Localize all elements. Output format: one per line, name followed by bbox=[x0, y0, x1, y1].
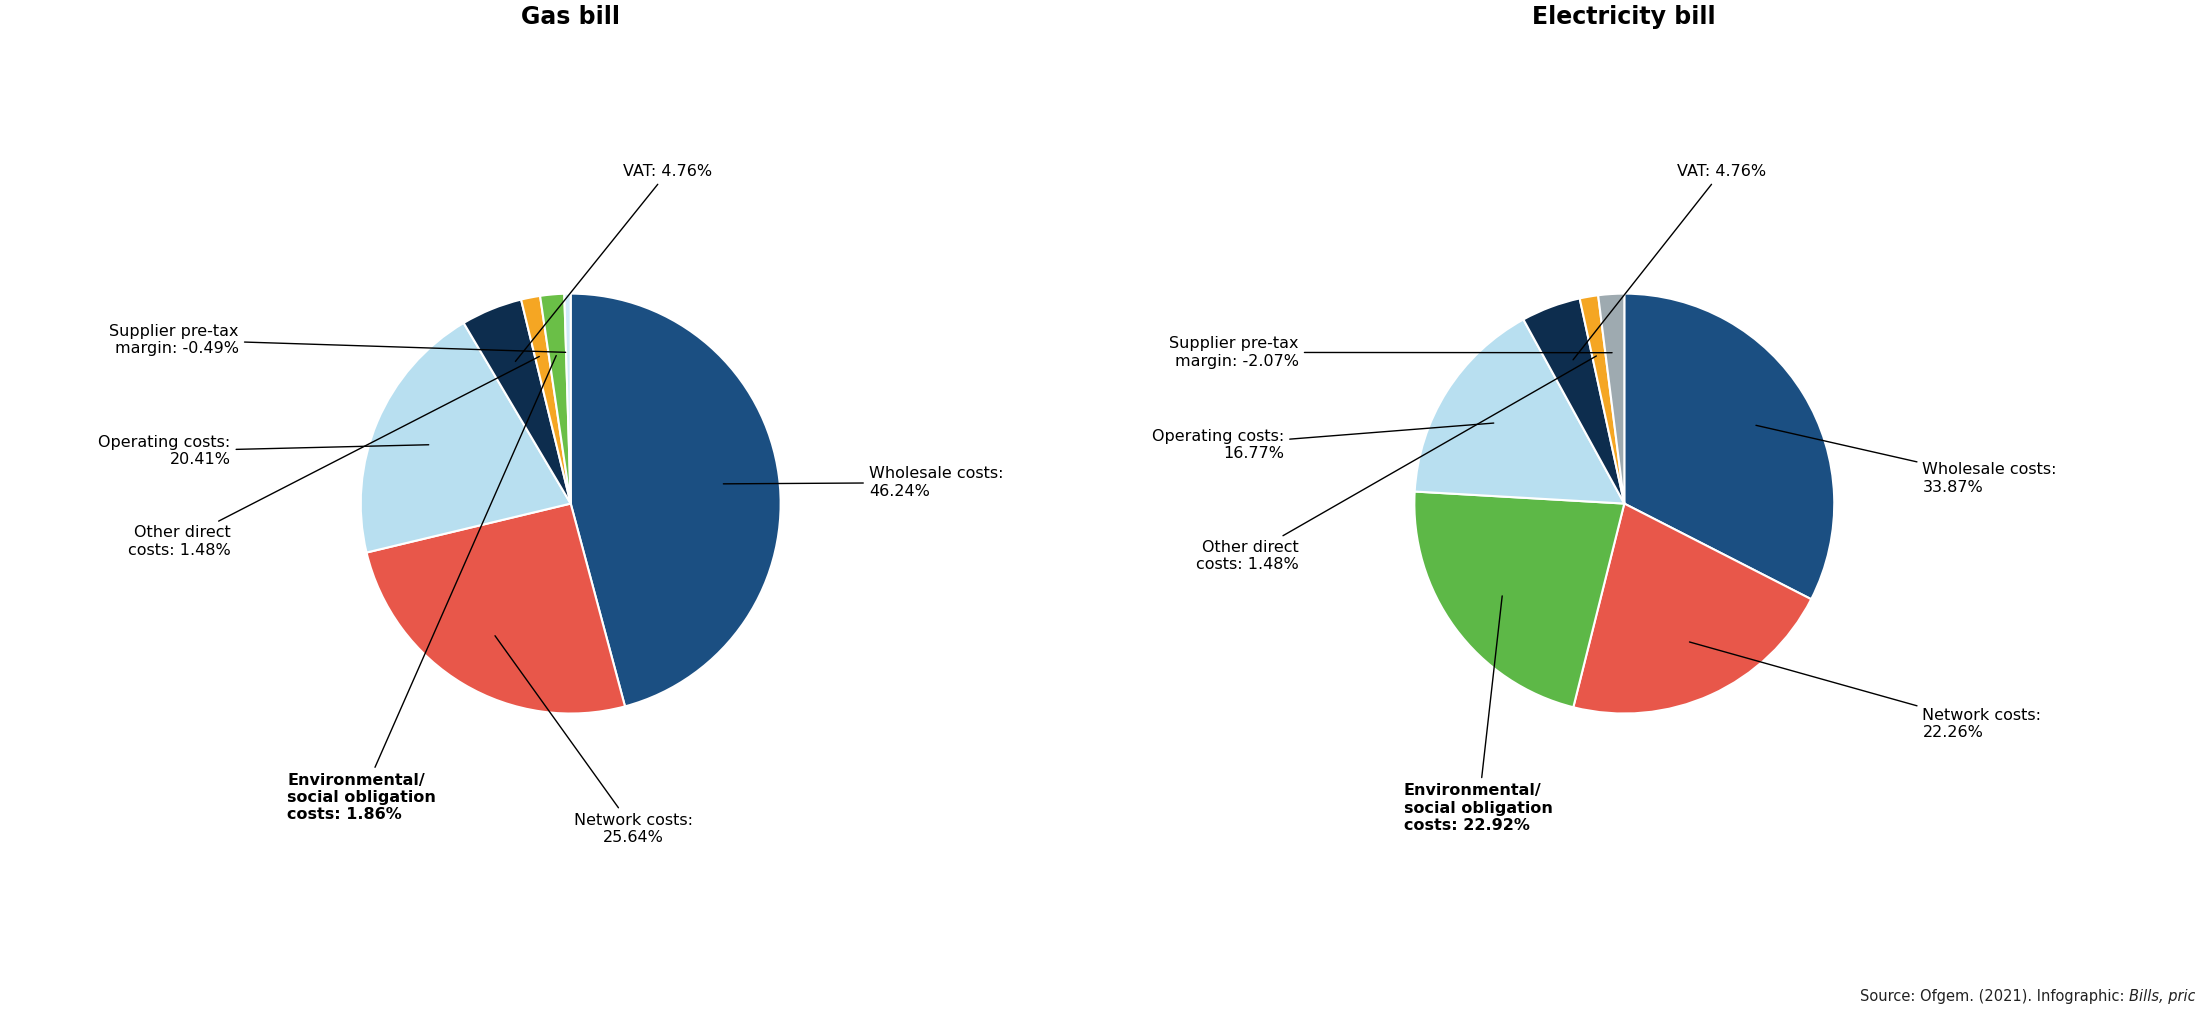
Title: Electricity bill: Electricity bill bbox=[1532, 5, 1716, 29]
Text: Bills, prices and profits.: Bills, prices and profits. bbox=[2129, 989, 2195, 1004]
Text: Wholesale costs:
46.24%: Wholesale costs: 46.24% bbox=[724, 467, 1003, 498]
Wedge shape bbox=[1598, 294, 1624, 503]
Wedge shape bbox=[520, 296, 571, 503]
Wedge shape bbox=[1523, 298, 1624, 503]
Wedge shape bbox=[1580, 295, 1624, 503]
Text: Other direct
costs: 1.48%: Other direct costs: 1.48% bbox=[127, 357, 540, 557]
Text: Supplier pre-tax
margin: -0.49%: Supplier pre-tax margin: -0.49% bbox=[110, 323, 566, 356]
Text: Operating costs:
20.41%: Operating costs: 20.41% bbox=[99, 435, 428, 467]
Wedge shape bbox=[540, 294, 571, 503]
Wedge shape bbox=[564, 294, 571, 503]
Wedge shape bbox=[367, 503, 626, 714]
Wedge shape bbox=[463, 300, 571, 503]
Text: VAT: 4.76%: VAT: 4.76% bbox=[516, 165, 713, 361]
Wedge shape bbox=[1624, 294, 1835, 599]
Text: VAT: 4.76%: VAT: 4.76% bbox=[1574, 165, 1767, 360]
Text: Environmental/
social obligation
costs: 22.92%: Environmental/ social obligation costs: … bbox=[1405, 596, 1552, 833]
Text: Other direct
costs: 1.48%: Other direct costs: 1.48% bbox=[1196, 356, 1596, 573]
Text: Operating costs:
16.77%: Operating costs: 16.77% bbox=[1152, 423, 1495, 461]
Text: Supplier pre-tax
margin: -2.07%: Supplier pre-tax margin: -2.07% bbox=[1170, 337, 1611, 368]
Text: Source: Ofgem. (2021). Infographic:: Source: Ofgem. (2021). Infographic: bbox=[1859, 989, 2129, 1004]
Text: Network costs:
25.64%: Network costs: 25.64% bbox=[496, 636, 694, 845]
Text: Wholesale costs:
33.87%: Wholesale costs: 33.87% bbox=[1756, 425, 2057, 494]
Wedge shape bbox=[360, 323, 571, 552]
Wedge shape bbox=[1416, 319, 1624, 503]
Title: Gas bill: Gas bill bbox=[520, 5, 621, 29]
Wedge shape bbox=[1574, 503, 1811, 714]
Wedge shape bbox=[1414, 491, 1624, 707]
Wedge shape bbox=[571, 294, 781, 707]
Text: Network costs:
22.26%: Network costs: 22.26% bbox=[1690, 642, 2041, 740]
Text: Environmental/
social obligation
costs: 1.86%: Environmental/ social obligation costs: … bbox=[288, 356, 555, 823]
